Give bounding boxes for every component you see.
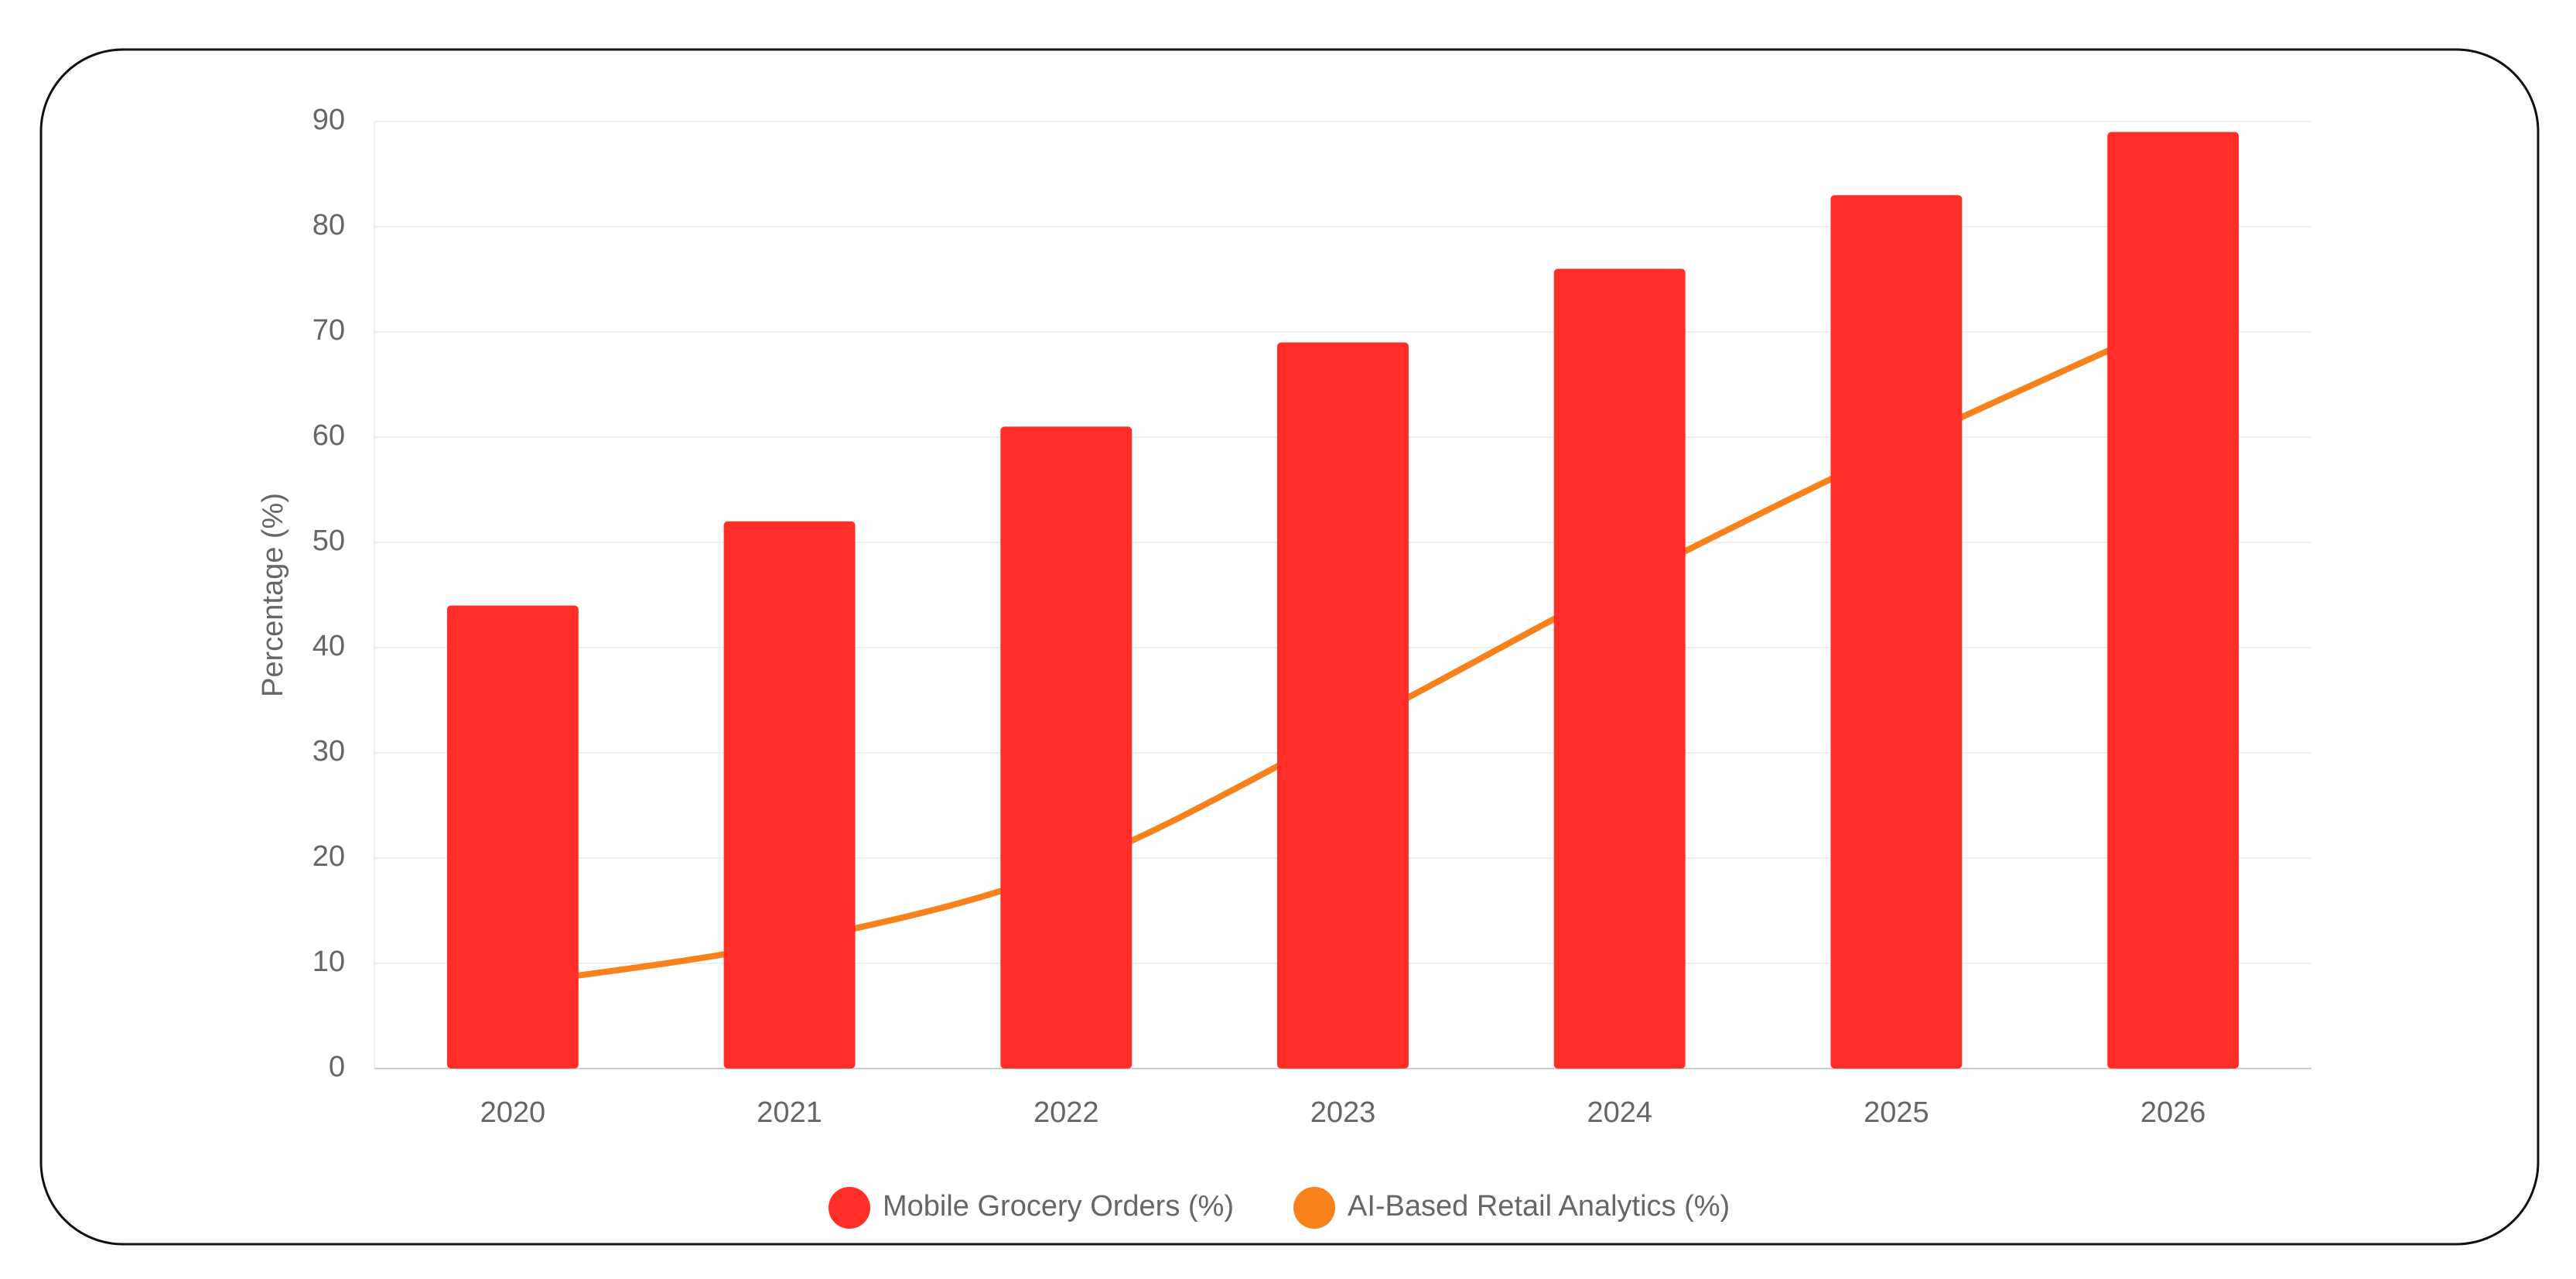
x-tick-label: 2026 — [2140, 1096, 2206, 1129]
bars — [446, 132, 2239, 1069]
x-tick-label: 2021 — [757, 1096, 822, 1129]
legend: Mobile Grocery Orders (%) AI-Based Retail… — [828, 1187, 1730, 1229]
bar — [1553, 268, 1686, 1069]
y-tick-label: 20 — [313, 840, 345, 873]
legend-swatch — [828, 1187, 870, 1229]
legend-label: AI-Based Retail Analytics (%) — [1348, 1190, 1730, 1223]
bar — [446, 605, 579, 1069]
y-axis-label: Percentage (%) — [257, 493, 289, 697]
y-tick-label: 80 — [313, 209, 345, 241]
y-tick-label: 10 — [313, 946, 345, 978]
x-tick-label: 2022 — [1033, 1096, 1099, 1129]
bar — [1277, 342, 1409, 1069]
x-tick-label: 2024 — [1587, 1096, 1652, 1129]
bar — [1830, 195, 1963, 1069]
y-tick-label: 30 — [313, 735, 345, 768]
x-tick-label: 2020 — [480, 1096, 546, 1129]
x-tick-label: 2023 — [1310, 1096, 1376, 1129]
y-tick-label: 90 — [313, 104, 345, 136]
legend-label: Mobile Grocery Orders (%) — [883, 1190, 1234, 1223]
y-tick-label: 50 — [313, 525, 345, 557]
x-tick-label: 2025 — [1864, 1096, 1929, 1129]
bar — [2107, 132, 2239, 1069]
bar — [1000, 426, 1133, 1069]
y-tick-label: 0 — [329, 1051, 345, 1083]
y-tick-label: 40 — [313, 630, 345, 662]
legend-swatch — [1293, 1187, 1335, 1229]
bar — [723, 521, 856, 1069]
y-tick-label: 70 — [313, 314, 345, 347]
y-tick-label: 60 — [313, 419, 345, 452]
